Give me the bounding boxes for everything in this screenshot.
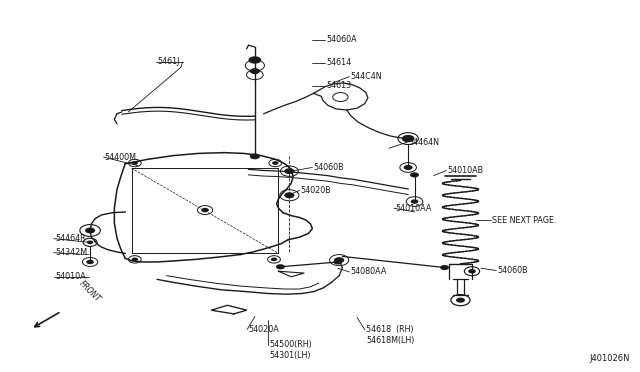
- Circle shape: [132, 161, 138, 165]
- Text: 5461J: 5461J: [157, 57, 180, 66]
- Circle shape: [250, 68, 260, 74]
- Text: 544C4N: 544C4N: [351, 72, 382, 81]
- Polygon shape: [211, 305, 246, 314]
- Text: 54060B: 54060B: [497, 266, 528, 275]
- Text: 54618M(LH): 54618M(LH): [366, 336, 414, 345]
- Circle shape: [201, 208, 209, 212]
- Text: 54010A: 54010A: [55, 272, 86, 281]
- Circle shape: [284, 192, 294, 198]
- Circle shape: [86, 260, 94, 264]
- Circle shape: [248, 56, 261, 64]
- Circle shape: [404, 165, 413, 170]
- Circle shape: [468, 269, 476, 273]
- Circle shape: [402, 135, 415, 142]
- Circle shape: [132, 257, 138, 261]
- Circle shape: [333, 259, 342, 264]
- Text: 54613: 54613: [326, 81, 351, 90]
- Text: 54020B: 54020B: [301, 186, 332, 195]
- Text: 54342M: 54342M: [55, 248, 87, 257]
- Circle shape: [440, 265, 449, 270]
- Circle shape: [250, 153, 260, 159]
- Text: 54060B: 54060B: [314, 163, 344, 172]
- Circle shape: [334, 257, 344, 263]
- Circle shape: [271, 257, 277, 261]
- Text: 54618  (RH): 54618 (RH): [366, 325, 413, 334]
- Text: 54464R: 54464R: [55, 234, 86, 243]
- Circle shape: [284, 168, 294, 174]
- Text: 54020A: 54020A: [248, 325, 279, 334]
- Circle shape: [411, 199, 419, 204]
- Circle shape: [272, 161, 278, 165]
- Circle shape: [456, 298, 465, 303]
- Text: J401026N: J401026N: [589, 354, 630, 363]
- Text: 54400M: 54400M: [105, 153, 137, 161]
- Circle shape: [276, 264, 285, 269]
- Text: 54080AA: 54080AA: [351, 267, 387, 276]
- Circle shape: [87, 240, 93, 244]
- Text: 54464N: 54464N: [408, 138, 439, 147]
- Circle shape: [410, 172, 419, 177]
- Text: FRONT: FRONT: [77, 279, 102, 304]
- Text: 54500(RH): 54500(RH): [269, 340, 312, 349]
- Text: SEE NEXT PAGE.: SEE NEXT PAGE.: [492, 216, 557, 225]
- Text: 54010AB: 54010AB: [448, 166, 484, 175]
- Circle shape: [85, 228, 95, 234]
- Text: 54614: 54614: [326, 58, 351, 67]
- Text: 54301(LH): 54301(LH): [269, 351, 310, 360]
- Text: 54060A: 54060A: [326, 35, 357, 44]
- Text: 54010AA: 54010AA: [396, 204, 432, 213]
